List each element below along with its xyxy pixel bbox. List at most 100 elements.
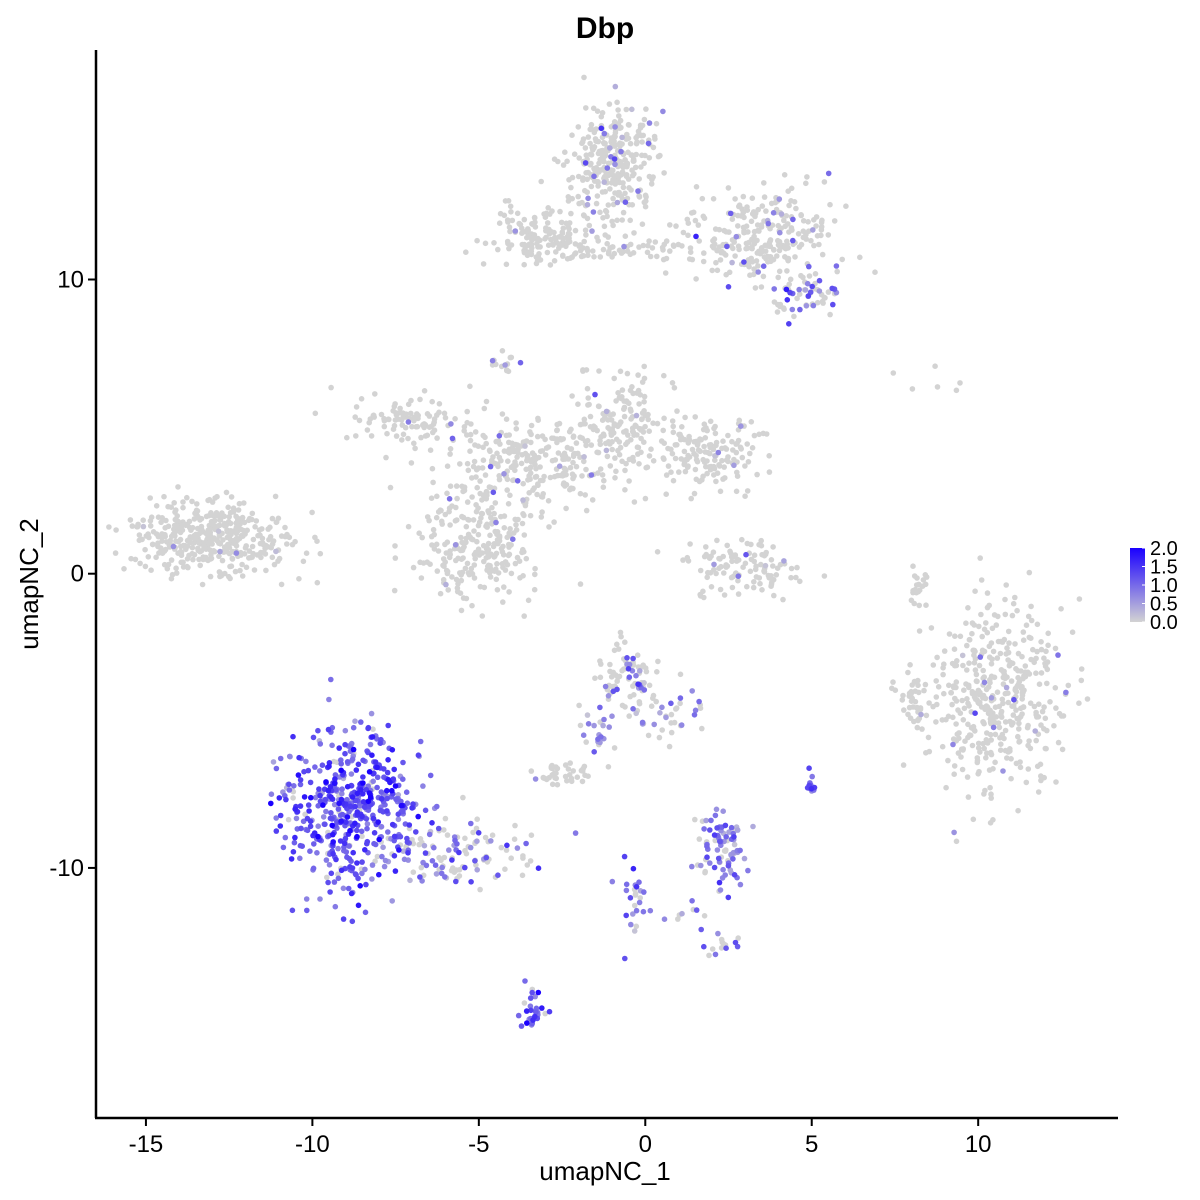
cell-point [614,217,620,224]
cell-point [622,199,629,205]
cell-point [529,989,535,996]
cell-point [656,734,663,741]
cell-point [315,833,321,840]
cell-point [1022,663,1029,669]
cell-point [744,441,750,447]
cell-point [606,101,613,107]
cell-point [746,259,752,266]
cell-point [663,472,670,478]
cell-point [230,507,237,514]
cell-point [1055,652,1061,658]
cell-point [585,134,592,140]
cell-point [965,794,972,800]
cell-point [335,845,341,852]
cell-point [670,477,677,484]
cell-point [326,763,332,770]
cell-point [725,894,732,901]
cell-point [671,243,677,249]
cell-point [825,232,832,238]
cell-point [771,286,777,292]
cell-point [930,662,937,668]
cell-point [713,806,720,813]
cell-point [694,458,701,465]
cell-point [643,198,649,204]
cell-point [983,755,989,761]
cell-point [127,517,134,523]
cell-point [957,710,964,716]
cell-point [620,248,626,255]
cell-point [290,733,296,740]
cell-point [384,795,391,802]
cell-point [177,536,184,543]
cell-point [1003,684,1010,691]
cell-point [371,830,378,836]
cell-point [400,431,407,438]
cell-point [324,874,330,881]
cell-point [752,566,759,573]
cell-point [350,724,357,731]
cell-point [989,625,996,632]
cell-point [521,216,528,223]
cell-point [943,784,949,791]
cell-point [668,700,674,707]
cell-point [631,499,638,505]
cell-point [689,256,696,263]
cell-point [795,231,802,237]
cell-point [738,423,744,430]
cell-point [361,804,368,810]
cell-point [434,412,440,418]
cell-point [1025,766,1032,772]
cell-point [483,544,490,550]
cell-point [367,741,374,748]
cell-point [768,557,775,563]
cell-point [579,778,586,785]
cell-point [605,439,612,445]
cell-point [964,774,971,780]
cell-point [630,683,636,689]
cell-point [442,415,449,421]
cell-point [217,541,224,547]
cell-point [791,313,797,320]
cell-point [392,868,399,874]
cell-point [912,586,918,593]
cell-point [503,416,510,423]
cell-point [697,705,704,711]
cell-point [370,815,377,822]
cell-point [387,779,393,786]
cell-point [284,541,290,547]
cell-point [825,289,832,295]
cell-point [223,489,230,496]
cell-point [277,812,284,819]
cell-point [547,474,554,481]
cell-point [370,412,377,419]
cell-point [508,542,514,548]
cell-point [505,240,511,247]
cell-point [1076,596,1083,602]
cell-point [527,512,534,519]
cell-point [998,710,1004,717]
cell-point [701,553,708,560]
cell-point [470,463,477,470]
cell-point [594,449,600,456]
cell-point [561,465,568,472]
cell-point [400,848,407,854]
cell-point [615,192,622,198]
cell-point [535,415,541,422]
cell-point [751,552,758,558]
cell-point [607,186,613,192]
cell-point [800,228,807,234]
cell-point [307,818,314,825]
cell-point [972,728,978,734]
cell-point [602,188,608,195]
cell-point [783,286,790,293]
cell-point [303,758,309,765]
cell-point [934,701,940,708]
cell-point [583,466,589,473]
cell-point [993,622,1000,628]
cell-point [585,195,591,202]
cell-point [706,464,712,470]
cell-point [584,712,591,718]
cell-point [711,832,718,838]
cell-point [597,674,604,681]
cell-point [523,555,530,562]
